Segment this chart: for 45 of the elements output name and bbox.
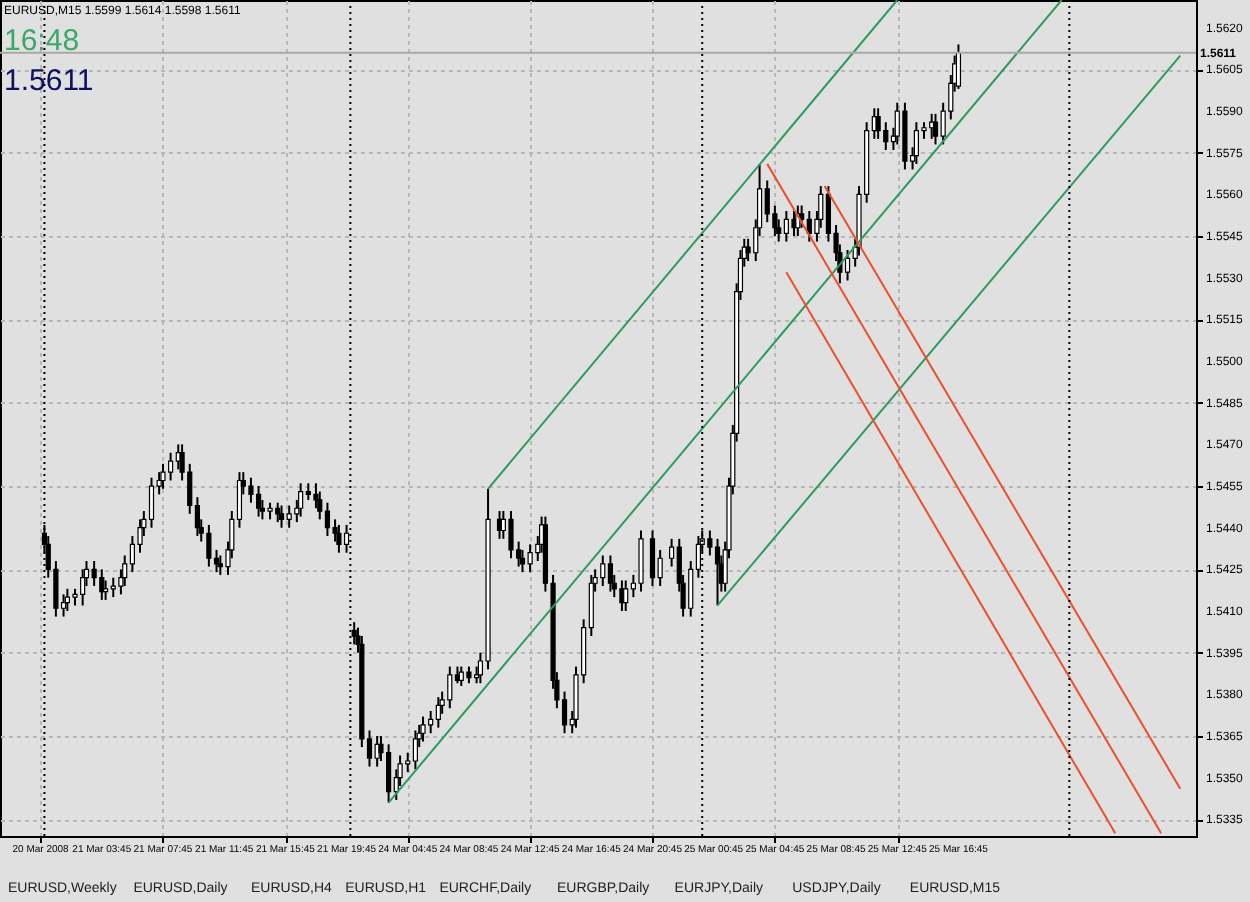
candlestick <box>764 179 770 224</box>
candlestick <box>99 568 105 601</box>
candlestick <box>527 543 533 574</box>
candlestick <box>168 451 174 482</box>
candlestick <box>607 554 614 593</box>
candlestick <box>386 743 392 804</box>
candlestick <box>217 554 223 576</box>
candlestick <box>286 504 292 529</box>
candlestick <box>844 248 851 282</box>
candlestick <box>129 535 135 574</box>
candlestick <box>883 121 889 151</box>
candlestick <box>148 476 155 529</box>
candlestick <box>255 485 262 518</box>
candlestick <box>298 482 304 518</box>
candlestick <box>932 112 939 146</box>
candlestick <box>278 504 285 529</box>
candlestick <box>317 490 323 521</box>
candlestick <box>91 560 97 588</box>
candlestick <box>600 554 606 588</box>
candlestick <box>707 529 713 557</box>
candlestick <box>412 729 418 771</box>
candlestick <box>80 568 86 607</box>
annotation: 16:48 <box>4 24 80 58</box>
candlestick <box>160 462 166 490</box>
candlestick <box>374 735 380 768</box>
candlestick <box>508 510 514 560</box>
candlestick <box>806 210 812 243</box>
candlestick <box>435 696 441 729</box>
candlestick <box>783 210 789 243</box>
candlestick <box>623 579 629 613</box>
candlestick <box>428 710 434 735</box>
candlestick <box>248 476 254 504</box>
annotation: 1.5611 <box>4 64 94 98</box>
candlestick <box>638 529 644 593</box>
candlestick <box>206 523 212 568</box>
candlestick <box>447 665 453 710</box>
candlestick <box>110 576 116 599</box>
candlestick <box>420 715 426 743</box>
candlestick <box>913 121 919 165</box>
candlestick <box>649 529 656 588</box>
candlestick <box>714 537 721 607</box>
candlestick <box>336 523 342 554</box>
candlestick <box>64 587 70 613</box>
candlestick <box>875 107 881 140</box>
candlestick <box>324 501 331 538</box>
